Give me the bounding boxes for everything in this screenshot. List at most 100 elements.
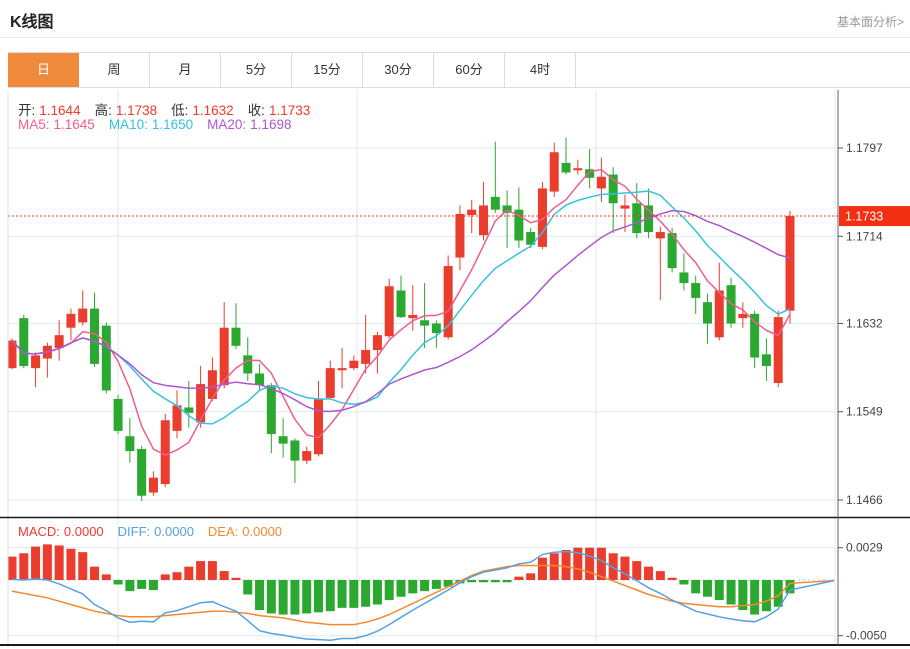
candle-up — [573, 168, 583, 171]
macd-bar-positive — [196, 561, 206, 581]
legend-label: MA5: — [18, 117, 50, 132]
macd-bar-negative — [349, 580, 359, 608]
ma10-line — [11, 190, 791, 425]
macd-bar-negative — [243, 580, 253, 595]
macd-bar-positive — [184, 566, 194, 581]
candle-down — [290, 440, 300, 461]
candle-up — [372, 335, 382, 351]
macd-bar-negative — [431, 580, 441, 589]
macd-bar-positive — [561, 549, 571, 581]
candle-up — [537, 188, 547, 247]
dea-line — [11, 564, 835, 626]
candle-down — [278, 436, 288, 444]
macd-bar-negative — [313, 580, 323, 613]
candle-up — [78, 308, 88, 323]
macd-bar-negative — [361, 580, 371, 607]
tab-period-4[interactable]: 5分 — [221, 53, 292, 87]
current-price-tag-label: 1.1733 — [845, 210, 883, 224]
candle-up — [148, 477, 158, 493]
candle-down — [431, 323, 441, 334]
tab-period-2[interactable]: 周 — [79, 53, 150, 87]
candle-up — [337, 368, 347, 371]
candle-down — [113, 398, 123, 431]
macd-bar-negative — [278, 580, 288, 615]
tab-period-7[interactable]: 60分 — [434, 53, 505, 87]
macd-bar-negative — [125, 580, 135, 592]
macd-bar-positive — [160, 574, 170, 581]
candle-up — [54, 335, 64, 348]
candle-up — [313, 398, 323, 455]
diff-line — [11, 550, 835, 641]
macd-bar-positive — [526, 573, 536, 581]
macd-bar-negative — [785, 580, 795, 594]
candle-up — [7, 340, 17, 369]
macd-bar-positive — [42, 544, 52, 581]
macd-bar-negative — [266, 580, 276, 614]
macd-axis-label: 0.0029 — [846, 541, 883, 555]
legend-value: 0.0000 — [63, 524, 104, 539]
candle-down — [514, 209, 524, 241]
macd-axis-label: -0.0050 — [846, 629, 887, 643]
candle-up — [773, 317, 783, 384]
macd-bar-negative — [679, 580, 689, 585]
candle-up — [349, 360, 359, 369]
candle-down — [585, 169, 595, 178]
candlestick-chart[interactable]: 1.1797 1.1714 1.1632 1.1549 1.1466 0.0029 -0.0… — [0, 89, 910, 649]
candle-up — [596, 176, 606, 189]
macd-bar-positive — [644, 566, 654, 581]
candle-down — [608, 174, 618, 204]
macd-bar-negative — [490, 580, 500, 583]
current-price-tag — [839, 206, 910, 227]
macd-bar-negative — [691, 580, 701, 594]
ma20-line — [11, 209, 791, 413]
candle-down — [184, 407, 194, 413]
macd-bar-negative — [290, 580, 300, 615]
tab-period-5[interactable]: 15分 — [292, 53, 363, 87]
fundamental-analysis-link[interactable]: 基本面分析> — [836, 15, 904, 29]
candle-down — [255, 373, 265, 386]
candle-up — [219, 327, 229, 386]
legend-label: DIFF: — [117, 524, 151, 539]
candle-down — [679, 272, 689, 284]
price-axis-label: 1.1632 — [846, 316, 883, 330]
tab-period-8[interactable]: 4时 — [505, 53, 576, 87]
candle-up — [325, 368, 335, 398]
macd-bar-negative — [502, 580, 512, 583]
macd-bar-positive — [514, 576, 524, 581]
legend-label: 收: — [247, 103, 265, 118]
candle-down — [90, 308, 100, 364]
macd-bar-positive — [596, 547, 606, 581]
candle-up — [467, 209, 477, 215]
candle-up — [160, 420, 170, 485]
candle-up — [408, 314, 418, 319]
candle-up — [302, 451, 312, 461]
macd-bar-positive — [667, 577, 677, 581]
page-title: K线图 — [10, 14, 54, 31]
tab-period-3[interactable]: 月 — [150, 53, 221, 87]
macd-bar-negative — [255, 580, 265, 611]
macd-bar-negative — [726, 580, 736, 605]
candle-up — [172, 405, 182, 431]
ohlc-legend: 开: 1.1644 高: 1.1738 低: 1.1632 收: 1.1733 — [18, 99, 324, 119]
macd-bar-negative — [337, 580, 347, 608]
tab-period-1[interactable]: 日 — [8, 53, 79, 87]
macd-bar-positive — [78, 552, 88, 581]
candle-down — [761, 354, 771, 367]
candle-down — [632, 203, 642, 234]
candle-up — [620, 205, 630, 209]
tab-period-6[interactable]: 30分 — [363, 53, 434, 87]
candle-up — [31, 355, 41, 369]
macd-bar-positive — [101, 574, 111, 581]
candle-down — [243, 355, 253, 374]
macd-bar-negative — [773, 580, 783, 607]
macd-bar-positive — [585, 547, 595, 581]
legend-value: 1.1738 — [115, 103, 158, 118]
macd-bar-negative — [479, 580, 489, 583]
candle-down — [561, 162, 571, 173]
macd-bar-positive — [537, 557, 547, 581]
candle-down — [691, 283, 701, 298]
macd-bar-positive — [608, 553, 618, 581]
macd-bar-positive — [620, 556, 630, 581]
legend-value: 1.1698 — [250, 117, 292, 132]
